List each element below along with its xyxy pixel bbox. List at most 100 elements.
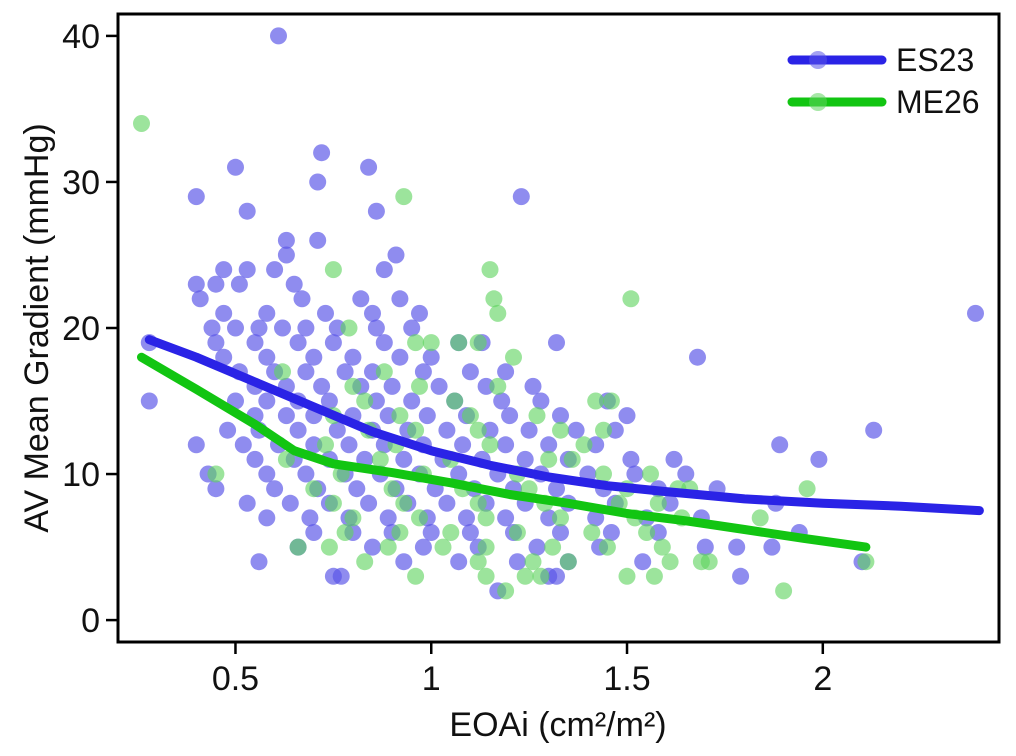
point-es23 — [238, 494, 256, 512]
point-es23 — [387, 246, 405, 264]
point-es23 — [293, 290, 311, 308]
point-es23 — [493, 392, 511, 410]
point-es23 — [481, 421, 499, 439]
point-es23 — [403, 392, 421, 410]
point-me26 — [552, 421, 569, 439]
point-es23 — [332, 567, 350, 585]
point-me26 — [505, 348, 522, 366]
point-me26 — [524, 553, 542, 571]
point-es23 — [379, 509, 397, 527]
point-es23 — [606, 421, 624, 439]
point-es23 — [461, 363, 479, 381]
point-me26 — [532, 567, 550, 585]
y-tick-label: 20 — [62, 310, 100, 348]
point-es23 — [258, 509, 276, 527]
point-es23 — [411, 304, 428, 322]
point-es23 — [430, 377, 448, 395]
point-me26 — [552, 509, 569, 527]
point-es23 — [207, 480, 225, 498]
point-me26 — [544, 538, 562, 556]
x-tick-label: 1.5 — [603, 660, 650, 698]
point-me26 — [598, 538, 616, 556]
point-me26 — [324, 494, 342, 512]
point-es23 — [414, 538, 432, 556]
point-es23 — [508, 553, 526, 571]
point-es23 — [364, 538, 381, 556]
point-es23 — [375, 261, 393, 279]
point-es23 — [250, 553, 268, 571]
point-me26 — [383, 480, 401, 498]
point-es23 — [677, 465, 695, 483]
point-es23 — [289, 334, 307, 352]
point-me26 — [497, 582, 515, 600]
point-es23 — [305, 348, 323, 366]
point-es23 — [246, 450, 264, 468]
point-es23 — [391, 348, 409, 366]
point-es23 — [438, 494, 456, 512]
x-tick-label: 1 — [422, 660, 441, 698]
point-me26 — [595, 421, 612, 439]
point-es23 — [665, 450, 683, 468]
point-es23 — [324, 334, 342, 352]
point-es23 — [450, 553, 468, 571]
point-me26 — [461, 407, 479, 425]
point-es23 — [270, 27, 287, 45]
point-es23 — [375, 334, 393, 352]
point-me26 — [540, 450, 558, 468]
legend-label-me26: ME26 — [896, 84, 980, 120]
point-me26 — [375, 363, 393, 381]
point-me26 — [563, 450, 581, 468]
point-es23 — [418, 407, 436, 425]
point-me26 — [528, 407, 546, 425]
x-tick-label: 0.5 — [212, 660, 259, 698]
point-me26 — [320, 538, 338, 556]
point-es23 — [313, 144, 331, 162]
point-me26 — [622, 290, 640, 308]
point-es23 — [227, 319, 244, 337]
point-me26 — [344, 509, 362, 527]
point-es23 — [309, 231, 327, 249]
point-es23 — [587, 436, 605, 454]
point-es23 — [497, 509, 515, 527]
legend-marker-es23 — [809, 51, 827, 69]
point-me26 — [642, 465, 659, 483]
point-me26 — [133, 115, 150, 132]
point-me26 — [595, 465, 612, 483]
y-tick-label: 0 — [81, 602, 100, 640]
point-es23 — [258, 304, 276, 322]
point-es23 — [450, 465, 468, 483]
point-es23 — [512, 188, 530, 206]
point-me26 — [516, 567, 534, 585]
point-me26 — [469, 553, 487, 571]
point-es23 — [266, 261, 284, 279]
point-me26 — [649, 494, 667, 512]
point-me26 — [583, 524, 601, 541]
y-tick-label: 30 — [62, 164, 100, 202]
point-es23 — [967, 304, 984, 322]
point-me26 — [618, 567, 636, 585]
point-es23 — [313, 377, 331, 395]
point-es23 — [340, 436, 358, 454]
legend-label-es23: ES23 — [896, 42, 974, 78]
point-es23 — [258, 465, 276, 483]
point-me26 — [407, 421, 425, 439]
point-es23 — [458, 509, 475, 527]
point-me26 — [356, 553, 374, 571]
point-me26 — [653, 538, 671, 556]
point-es23 — [634, 553, 652, 571]
point-es23 — [289, 421, 307, 439]
legend: ES23 ME26 — [787, 42, 980, 120]
point-es23 — [207, 334, 225, 352]
point-es23 — [391, 290, 409, 308]
point-me26 — [356, 392, 374, 410]
point-es23 — [497, 363, 515, 381]
y-tick-label: 40 — [62, 18, 100, 56]
point-es23 — [234, 436, 252, 454]
point-es23 — [696, 538, 714, 556]
point-me26 — [344, 377, 362, 395]
point-es23 — [587, 509, 605, 527]
point-me26 — [450, 334, 468, 352]
